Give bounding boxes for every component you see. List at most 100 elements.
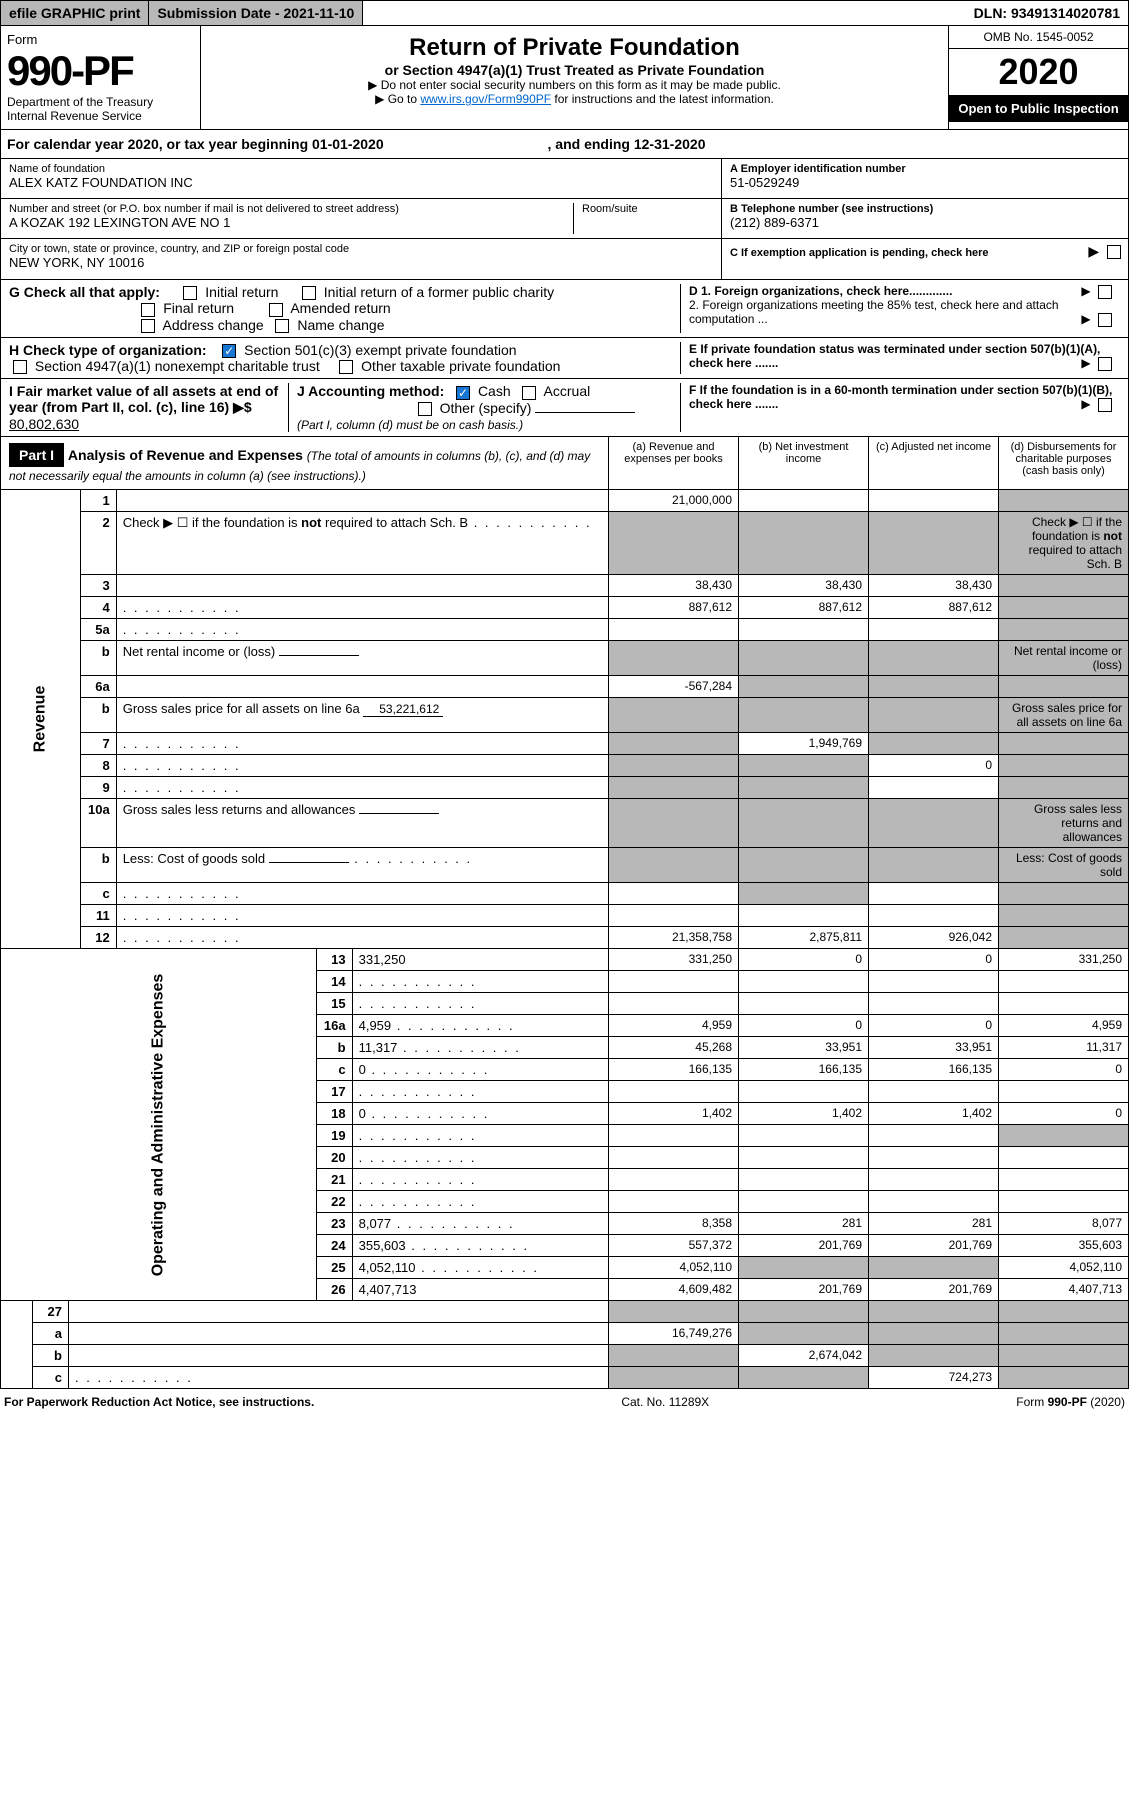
amt-cell — [609, 1345, 739, 1367]
header-center: Return of Private Foundation or Section … — [201, 26, 948, 129]
line-num: 10a — [80, 799, 116, 848]
g-name-checkbox[interactable] — [275, 319, 289, 333]
amt-cell — [999, 1147, 1129, 1169]
expenses-table: Operating and Administrative Expenses133… — [0, 949, 1129, 1301]
amt-cell — [739, 799, 869, 848]
table-row: bGross sales price for all assets on lin… — [1, 698, 1129, 733]
amt-cell — [869, 1081, 999, 1103]
amt-cell — [739, 1257, 869, 1279]
irs-link[interactable]: www.irs.gov/Form990PF — [420, 92, 551, 106]
line-desc: 0 — [352, 1103, 608, 1125]
amt-cell — [609, 1081, 739, 1103]
amt-cell — [609, 755, 739, 777]
line-desc — [352, 993, 608, 1015]
line-desc: 11,317 — [352, 1037, 608, 1059]
amt-cell — [999, 993, 1129, 1015]
amt-cell — [869, 883, 999, 905]
amt-cell: 21,358,758 — [609, 927, 739, 949]
amt-cell — [739, 971, 869, 993]
amt-cell: 4,052,110 — [609, 1257, 739, 1279]
amt-cell — [999, 733, 1129, 755]
part1-header-row: Part I Analysis of Revenue and Expenses … — [0, 437, 1129, 490]
phone-row: B Telephone number (see instructions) (2… — [722, 199, 1128, 239]
calendar-year-row: For calendar year 2020, or tax year begi… — [0, 130, 1129, 159]
line-desc: 331,250 — [352, 949, 608, 971]
amt-cell: 4,052,110 — [999, 1257, 1129, 1279]
amt-cell — [739, 1323, 869, 1345]
amt-cell — [739, 1169, 869, 1191]
j-other-checkbox[interactable] — [418, 402, 432, 416]
submission-date: Submission Date - 2021-11-10 — [149, 1, 363, 25]
line-desc — [116, 676, 608, 698]
h-4947-checkbox[interactable] — [13, 360, 27, 374]
j-accrual-checkbox[interactable] — [522, 386, 536, 400]
line-num: 27 — [33, 1301, 69, 1323]
line-desc: 4,407,713 — [352, 1279, 608, 1301]
table-row: 2Check ▶ ☐ if the foundation is not requ… — [1, 512, 1129, 575]
line-num: 14 — [316, 971, 352, 993]
addr-label: Number and street (or P.O. box number if… — [9, 203, 573, 215]
c-checkbox[interactable] — [1107, 245, 1121, 259]
table-row: a16,749,276 — [1, 1323, 1129, 1345]
amt-cell — [999, 1345, 1129, 1367]
amt-cell — [999, 597, 1129, 619]
g-addr-checkbox[interactable] — [141, 319, 155, 333]
dln: DLN: 93491314020781 — [966, 1, 1128, 25]
table-row: Operating and Administrative Expenses133… — [1, 949, 1129, 971]
amt-cell — [739, 1081, 869, 1103]
table-row: 11 — [1, 905, 1129, 927]
name-row: Name of foundation ALEX KATZ FOUNDATION … — [1, 159, 721, 199]
amt-cell — [609, 641, 739, 676]
revenue-table: Revenue121,000,0002Check ▶ ☐ if the foun… — [0, 490, 1129, 949]
line-num: 22 — [316, 1191, 352, 1213]
table-row: b2,674,042 — [1, 1345, 1129, 1367]
i-fmv: I Fair market value of all assets at end… — [9, 383, 289, 432]
amt-cell — [869, 799, 999, 848]
table-row: 5a — [1, 619, 1129, 641]
open-to-public: Open to Public Inspection — [949, 95, 1128, 122]
line-num: 25 — [316, 1257, 352, 1279]
header-left: Form 990-PF Department of the Treasury I… — [1, 26, 201, 129]
line-num: b — [80, 641, 116, 676]
table-row: 338,43038,43038,430 — [1, 575, 1129, 597]
table-row: 71,949,769 — [1, 733, 1129, 755]
line-num: 12 — [80, 927, 116, 949]
amt-cell: 38,430 — [739, 575, 869, 597]
h-other-checkbox[interactable] — [339, 360, 353, 374]
line-desc — [116, 619, 608, 641]
city: NEW YORK, NY 10016 — [9, 255, 713, 270]
amt-cell — [739, 905, 869, 927]
amt-cell — [869, 1191, 999, 1213]
line-desc: 0 — [352, 1059, 608, 1081]
amt-cell — [739, 755, 869, 777]
amt-cell — [999, 1323, 1129, 1345]
form-title: Return of Private Foundation — [209, 34, 940, 62]
j-cash-checkbox[interactable] — [456, 386, 470, 400]
g-final-checkbox[interactable] — [141, 303, 155, 317]
f-row: F If the foundation is in a 60-month ter… — [680, 383, 1120, 432]
g-initial-checkbox[interactable] — [183, 286, 197, 300]
amt-cell: Net rental income or (loss) — [999, 641, 1129, 676]
address-row: Number and street (or P.O. box number if… — [1, 199, 721, 239]
h-501c3-checkbox[interactable] — [222, 344, 236, 358]
col-d-header: (d) Disbursements for charitable purpose… — [998, 437, 1128, 489]
amt-cell: 16,749,276 — [609, 1323, 739, 1345]
amt-cell — [869, 1323, 999, 1345]
line-num: 18 — [316, 1103, 352, 1125]
amt-cell: 33,951 — [869, 1037, 999, 1059]
amt-cell — [739, 490, 869, 512]
amt-cell — [739, 883, 869, 905]
table-row: 6a-567,284 — [1, 676, 1129, 698]
e-checkbox[interactable] — [1098, 357, 1112, 371]
g-initial-former-checkbox[interactable] — [302, 286, 316, 300]
f-checkbox[interactable] — [1098, 398, 1112, 412]
d1-checkbox[interactable] — [1098, 285, 1112, 299]
g-amended-checkbox[interactable] — [269, 303, 283, 317]
amt-cell: 724,273 — [869, 1367, 999, 1389]
amt-cell: 0 — [739, 1015, 869, 1037]
amt-cell — [609, 883, 739, 905]
amt-cell — [999, 883, 1129, 905]
ein-row: A Employer identification number 51-0529… — [722, 159, 1128, 199]
amt-cell: 4,407,713 — [999, 1279, 1129, 1301]
d2-checkbox[interactable] — [1098, 313, 1112, 327]
